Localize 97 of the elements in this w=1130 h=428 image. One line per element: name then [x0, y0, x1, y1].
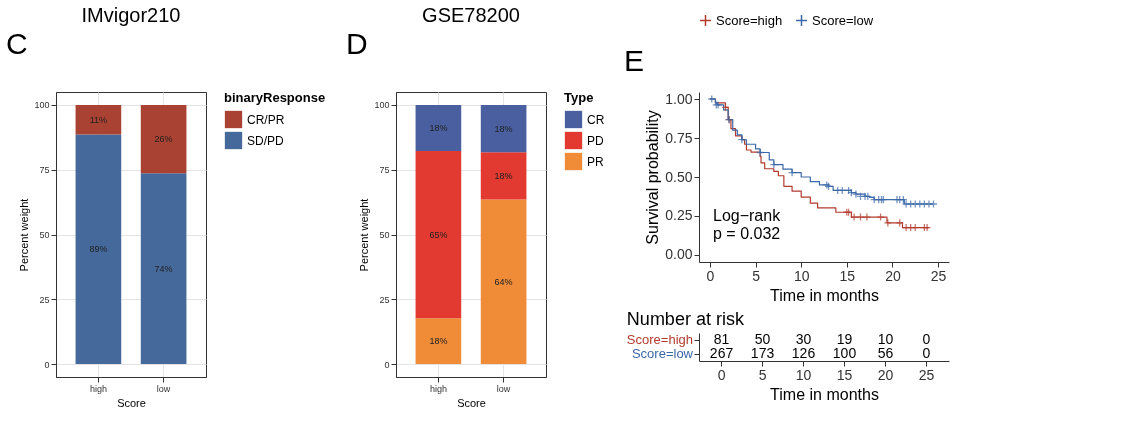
y-axis-title: Survival probability [644, 110, 662, 245]
bar [480, 104, 527, 153]
y-tick-label: 75 [39, 165, 50, 176]
y-tick-label: 75 [379, 165, 390, 176]
data-label: 26% [154, 134, 173, 145]
x-tick-label: 5 [752, 267, 761, 284]
chart-title: GSE78200 [422, 4, 520, 26]
data-label: 267 [709, 345, 734, 361]
text: C [6, 27, 28, 60]
data-label: 64% [494, 276, 513, 287]
point [883, 218, 893, 228]
legend-label: PR [587, 154, 604, 169]
x-tick-label: 0 [717, 366, 726, 383]
data-label: 11% [89, 114, 108, 125]
y-tick-label: 0 [384, 359, 390, 370]
x-tick-label: 0 [706, 267, 715, 284]
y-tick-label: 0.75 [665, 129, 693, 146]
bar [480, 199, 527, 365]
data-label: 173 [750, 345, 775, 361]
x-tick-label: 10 [793, 267, 810, 284]
point [856, 212, 865, 222]
x-tick-label: 10 [795, 366, 812, 383]
bar [140, 104, 187, 174]
annotation: Log−rank p = 0.032 [713, 206, 782, 242]
legend-label: SD/PD [247, 133, 285, 148]
data-label: 0 [922, 345, 931, 361]
y-axis-title: Percent weight [358, 198, 371, 272]
y-tick-label: 0.50 [665, 168, 693, 185]
data-label: 100 [832, 345, 857, 361]
data-label: 18% [494, 123, 513, 134]
y-tick-label: Score=low [631, 346, 694, 361]
bar [480, 152, 527, 200]
data-label: 65% [429, 229, 448, 240]
y-tick-label: 0 [44, 359, 50, 370]
y-tick-label: 25 [379, 294, 390, 305]
bar [75, 104, 122, 135]
y-tick-label: 100 [34, 100, 50, 111]
legend-title: binaryResponse [224, 90, 326, 105]
x-axis-title: Score [117, 396, 146, 409]
data-label: 30 [795, 331, 812, 347]
bar [415, 151, 462, 319]
x-tick-label: low [156, 383, 171, 394]
x-tick-label: high [429, 383, 447, 394]
x-tick-label: 25 [918, 366, 935, 383]
data-label: 19 [836, 331, 853, 347]
y-tick-label: 0.25 [665, 207, 693, 224]
y-tick-label: 50 [39, 230, 50, 240]
x-tick-label: 15 [836, 366, 853, 383]
data-label: 50 [754, 331, 771, 347]
data-label: 126 [791, 345, 816, 361]
y-tick-label: 50 [379, 230, 390, 240]
point [876, 212, 885, 222]
x-tick-label: 20 [885, 267, 901, 284]
bar [415, 104, 462, 152]
point [862, 212, 872, 222]
bar [140, 173, 187, 365]
text: D [346, 27, 368, 60]
text: E [624, 44, 645, 77]
chart-title: Number at risk [626, 309, 745, 329]
chart-title: IMvigor210 [81, 4, 181, 26]
data-label: 0 [922, 331, 931, 347]
data-label: 74% [154, 263, 173, 274]
legend-label: PD [587, 133, 604, 148]
data-label: 18% [429, 123, 448, 134]
x-tick-label: high [89, 383, 107, 394]
legend-title: Type [564, 90, 594, 105]
y-tick-label: 100 [374, 100, 390, 111]
x-axis-title: Time in months [770, 385, 879, 403]
legend-label: CR [587, 112, 605, 127]
data-label: 18% [494, 170, 513, 181]
legend-label: Score=high [716, 12, 783, 28]
y-tick-label: 25 [39, 294, 50, 305]
x-tick-label: 15 [839, 267, 856, 284]
data-label: 81 [713, 331, 730, 347]
x-axis-title: Score [457, 396, 486, 409]
x-tick-label: 5 [758, 366, 767, 383]
x-axis-title: Time in months [770, 286, 879, 304]
bar [415, 318, 462, 365]
x-tick-label: 20 [877, 366, 894, 383]
data-label: 89% [89, 244, 108, 255]
data-label: 10 [877, 331, 894, 347]
point [737, 135, 747, 144]
y-tick-label: 1.00 [665, 90, 693, 107]
point [929, 199, 938, 209]
legend-label: CR/PR [247, 112, 285, 127]
data-label: 18% [429, 336, 448, 347]
legend-label: Score=low [812, 12, 874, 28]
data-label: 56 [877, 345, 894, 361]
point [755, 148, 765, 157]
x-tick-label: low [496, 383, 511, 394]
point [787, 168, 797, 177]
x-tick-label: 25 [930, 267, 947, 284]
y-axis-title: Percent weight [18, 198, 31, 272]
point [851, 189, 861, 199]
y-tick-label: Score=high [626, 332, 693, 347]
y-tick-label: 0.00 [665, 246, 693, 263]
bar [75, 134, 122, 365]
